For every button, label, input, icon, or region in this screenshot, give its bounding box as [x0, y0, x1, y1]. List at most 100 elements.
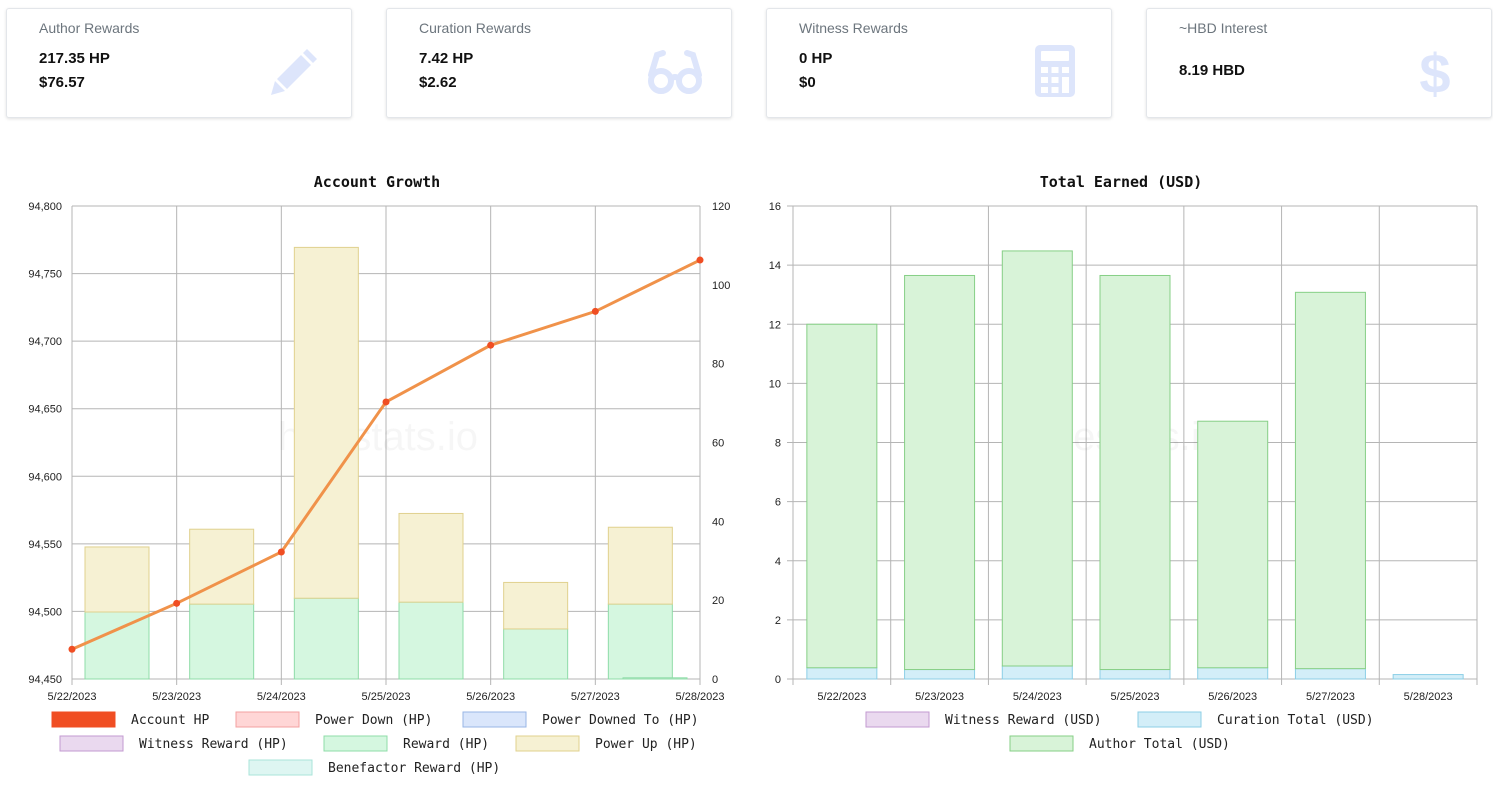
x-tick-label: 5/25/2023	[1111, 691, 1160, 703]
legend-swatch[interactable]	[515, 735, 580, 752]
y-tick-label: 12	[769, 319, 781, 331]
x-tick-label: 5/28/2023	[1404, 691, 1453, 703]
legend-swatch[interactable]	[1009, 735, 1074, 752]
dollar-icon: $	[1419, 43, 1450, 99]
card-hp-value: 217.35 HP	[39, 50, 110, 67]
legend-swatch[interactable]	[59, 735, 124, 752]
chart-title: Total Earned (USD)	[1040, 173, 1203, 191]
bar-author-total-usd	[806, 323, 878, 669]
legend-label[interactable]: Account HP	[131, 713, 209, 728]
y-right-tick-label: 40	[712, 516, 724, 528]
x-tick-label: 5/22/2023	[817, 691, 866, 703]
y-right-tick-label: 100	[712, 280, 730, 292]
legend-label[interactable]: Witness Reward (HP)	[139, 737, 288, 752]
bar-power-up-hp	[503, 581, 569, 630]
witness-rewards-card: Witness Rewards 0 HP $0	[766, 8, 1112, 118]
legend-label[interactable]: Reward (HP)	[403, 737, 489, 752]
x-tick-label: 5/22/2023	[48, 691, 97, 703]
card-usd-value: $0	[799, 74, 816, 91]
x-tick-label: 5/27/2023	[1306, 691, 1355, 703]
curation-rewards-card: Curation Rewards 7.42 HP $2.62	[386, 8, 732, 118]
legend-label[interactable]: Power Downed To (HP)	[542, 713, 699, 728]
x-tick-label: 5/24/2023	[257, 691, 306, 703]
account-hp-point	[173, 599, 181, 607]
y-tick-label: 4	[775, 556, 781, 568]
x-tick-label: 5/27/2023	[571, 691, 620, 703]
legend-swatch[interactable]	[235, 711, 300, 728]
bar-reward-hp	[84, 611, 150, 680]
bar-curation-total-usd	[1001, 665, 1073, 680]
y-tick-label: 16	[769, 201, 781, 213]
legend-label[interactable]: Power Down (HP)	[315, 713, 432, 728]
y-left-tick-label: 94,450	[28, 674, 62, 686]
bar-power-up-hp	[607, 526, 673, 605]
x-tick-label: 5/23/2023	[915, 691, 964, 703]
summary-cards: Author Rewards 217.35 HP $76.57 Curation…	[0, 0, 1493, 130]
y-tick-label: 14	[769, 260, 781, 272]
bar-power-up-hp	[84, 546, 150, 613]
card-title: Curation Rewards	[419, 20, 532, 36]
x-tick-label: 5/26/2023	[466, 691, 515, 703]
y-right-tick-label: 60	[712, 438, 724, 450]
y-right-tick-label: 80	[712, 359, 724, 371]
y-tick-label: 10	[769, 378, 781, 390]
card-usd-value: $2.62	[419, 74, 457, 91]
x-tick-label: 5/24/2023	[1013, 691, 1062, 703]
y-tick-label: 2	[775, 615, 781, 627]
calculator-icon	[1035, 45, 1075, 97]
pencil-icon	[271, 49, 317, 95]
y-left-tick-label: 94,800	[28, 201, 62, 213]
card-usd-value: $76.57	[39, 74, 85, 91]
bar-reward-hp	[503, 628, 569, 680]
bar-curation-total-usd	[806, 667, 878, 680]
card-title: ~HBD Interest	[1179, 20, 1268, 36]
legend-swatch[interactable]	[865, 711, 930, 728]
x-tick-label: 5/23/2023	[152, 691, 201, 703]
y-right-tick-label: 120	[712, 201, 730, 213]
x-tick-label: 5/26/2023	[1208, 691, 1257, 703]
bar-author-total-usd	[904, 274, 976, 671]
account-hp-point	[382, 398, 390, 406]
bar-reward-hp	[607, 603, 673, 680]
legend-label[interactable]: Power Up (HP)	[595, 737, 697, 752]
bar-author-total-usd	[1197, 420, 1269, 669]
y-left-tick-label: 94,750	[28, 269, 62, 281]
legend-swatch[interactable]	[462, 711, 527, 728]
card-title: Witness Rewards	[799, 20, 908, 36]
legend-label[interactable]: Benefactor Reward (HP)	[328, 761, 500, 776]
bar-power-up-hp	[398, 512, 464, 603]
legend-swatch[interactable]	[323, 735, 388, 752]
legend-label[interactable]: Curation Total (USD)	[1217, 713, 1374, 728]
card-title: Author Rewards	[39, 20, 140, 36]
hbd-interest-card: ~HBD Interest 8.19 HBD $	[1146, 8, 1492, 118]
legend-swatch[interactable]	[1137, 711, 1202, 728]
legend-label[interactable]: Author Total (USD)	[1089, 737, 1230, 752]
bar-author-total-usd	[1001, 250, 1073, 667]
y-tick-label: 6	[775, 497, 781, 509]
legend-swatch[interactable]	[248, 759, 313, 776]
y-left-tick-label: 94,600	[28, 471, 62, 483]
legend-swatch[interactable]	[51, 711, 116, 728]
chart-title: Account Growth	[314, 173, 440, 191]
y-right-tick-label: 0	[712, 674, 718, 686]
svg-text:$: $	[1419, 43, 1450, 99]
legend-label[interactable]: Witness Reward (USD)	[945, 713, 1102, 728]
author-rewards-card: Author Rewards 217.35 HP $76.57	[6, 8, 352, 118]
y-left-tick-label: 94,500	[28, 606, 62, 618]
bar-author-total-usd	[1099, 274, 1171, 671]
account-hp-point	[591, 307, 599, 315]
glasses-icon	[648, 50, 702, 94]
card-hp-value: 0 HP	[799, 50, 833, 67]
y-left-tick-label: 94,650	[28, 404, 62, 416]
bar-curation-total-usd	[1294, 668, 1366, 680]
bar-curation-total-usd	[1197, 667, 1269, 680]
bar-curation-total-usd	[1099, 669, 1171, 680]
account-hp-point	[487, 341, 495, 349]
bar-curation-total-usd	[1392, 674, 1464, 680]
bar-reward-hp	[622, 677, 688, 680]
account-hp-point	[277, 548, 285, 556]
bar-reward-hp	[398, 601, 464, 680]
bar-reward-hp	[189, 603, 255, 680]
y-tick-label: 0	[775, 674, 781, 686]
account-growth-chart: Account Growth 94,450 94,500 94,550 94,600 94…	[28, 173, 730, 776]
